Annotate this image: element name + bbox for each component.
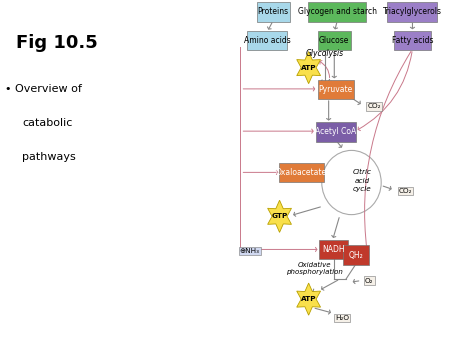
Text: Glycogen and starch: Glycogen and starch [298,7,377,16]
Text: Oxidative: Oxidative [298,262,332,268]
FancyBboxPatch shape [387,2,437,22]
Text: catabolic: catabolic [22,118,72,128]
FancyBboxPatch shape [318,80,354,99]
FancyBboxPatch shape [318,31,351,50]
Text: QH₂: QH₂ [349,251,364,260]
Text: acid: acid [354,178,369,184]
Text: Fig 10.5: Fig 10.5 [17,34,98,52]
Text: • Overview of: • Overview of [5,84,82,95]
FancyBboxPatch shape [309,2,366,22]
Text: Triacylglycerols: Triacylglycerols [383,7,442,16]
FancyBboxPatch shape [279,163,324,182]
Polygon shape [297,283,320,315]
Text: CO₂: CO₂ [368,103,381,110]
FancyBboxPatch shape [343,245,369,265]
Polygon shape [297,51,320,84]
Text: Amino acids: Amino acids [243,36,290,45]
Text: ATP: ATP [301,296,316,302]
Polygon shape [268,200,292,233]
Text: Pyruvate: Pyruvate [319,85,353,94]
FancyBboxPatch shape [319,240,348,259]
Text: Acetyl CoA: Acetyl CoA [315,127,356,136]
FancyBboxPatch shape [394,31,431,50]
Text: ⊕NH₃: ⊕NH₃ [240,248,260,254]
Text: GTP: GTP [271,213,288,219]
Text: NADH: NADH [322,245,345,254]
Text: cycle: cycle [352,186,371,192]
Text: H₂O: H₂O [335,315,349,321]
FancyBboxPatch shape [248,31,287,50]
Text: ATP: ATP [301,65,316,71]
Text: Oxaloacetate: Oxaloacetate [276,168,327,177]
Text: Glucose: Glucose [319,36,350,45]
Text: CO₂: CO₂ [399,188,412,194]
Text: pathways: pathways [22,152,76,162]
FancyBboxPatch shape [257,2,290,22]
Text: Citric: Citric [352,169,371,175]
FancyBboxPatch shape [315,122,356,142]
Text: Proteins: Proteins [258,7,289,16]
Text: Glycolysis: Glycolysis [305,49,343,57]
Text: Fatty acids: Fatty acids [392,36,433,45]
Text: phosphorylation: phosphorylation [287,269,343,275]
Text: O₂: O₂ [365,277,374,284]
